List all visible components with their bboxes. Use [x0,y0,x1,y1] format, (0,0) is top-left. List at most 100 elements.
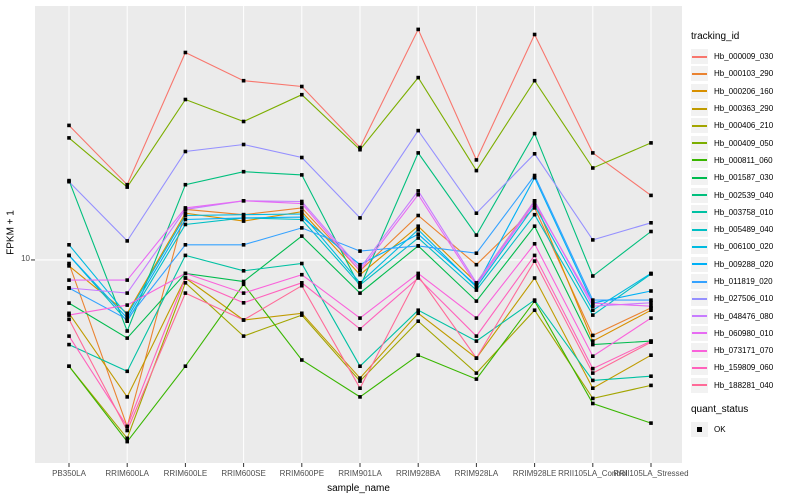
data-point-marker [649,229,653,234]
data-point-marker [241,199,246,203]
legend-key-line-icon [692,124,707,127]
legend-key [691,170,708,186]
data-point-marker [358,285,362,289]
legend-key [691,222,708,238]
data-point-marker [241,169,246,174]
legend-key [691,152,708,168]
data-point-marker [125,319,129,323]
data-point-marker [241,279,246,284]
data-point-marker [67,301,71,305]
legend-key-line-icon [692,245,707,248]
legend-entry-label: Hb_001587_030 [714,173,774,183]
legend-key [691,377,708,393]
data-point-marker [416,213,420,218]
legend-entry-label: Hb_060980_010 [714,328,774,338]
data-point-marker [416,236,420,240]
data-point-marker [241,119,246,124]
legend-key-line-icon [692,297,707,300]
data-point-marker [358,272,362,277]
legend-entry: Hb_073171_070 [691,342,773,359]
legend-key-line-icon [692,142,707,145]
data-point-marker [358,395,362,399]
data-point-marker [532,308,537,312]
data-point-marker [300,358,304,362]
data-point-marker [416,27,420,32]
data-point-marker [67,342,71,347]
data-point-marker [67,179,71,184]
x-tick-label: RRIM928LE [513,469,557,478]
data-point-marker [474,158,479,162]
legend-key [691,274,708,289]
legend-entry-label: Hb_000811_060 [714,155,773,165]
data-point-marker [649,421,653,425]
data-point-marker [300,212,304,216]
legend-entry: Hb_005489_040 [691,221,773,238]
data-point-marker [300,226,304,230]
legend-key-line-icon [692,315,707,318]
data-point-marker [300,201,304,206]
data-point-marker [183,271,188,276]
legend-key-line-icon [692,159,707,162]
legend-key-line-icon [692,280,707,283]
legend-key-line-icon [692,176,707,179]
data-point-marker [474,262,479,267]
data-point-marker [474,251,479,255]
x-tick-label: RRII105LA_Stressed [613,469,688,478]
legend-entry-label: Hb_188281_040 [714,380,774,390]
data-point-marker [300,215,304,219]
data-point-marker [474,281,479,285]
data-point-marker [358,281,362,285]
legend-entry: Hb_060980_010 [691,325,773,342]
data-point-marker [183,217,188,222]
legend-key-line-icon [692,107,707,110]
data-point-marker [474,168,479,173]
legend-entry-label: Hb_002539_040 [714,190,774,200]
data-point-marker [416,151,420,155]
data-point-marker [649,353,653,357]
data-point-marker [416,227,420,232]
data-point-marker [474,356,479,360]
data-point-marker [125,185,129,189]
x-tick-label: RRIM600PE [280,469,324,478]
data-point-marker [532,78,537,83]
data-point-marker [649,316,653,320]
data-point-marker [358,216,362,220]
data-point-marker [125,436,129,441]
legend-key [691,239,708,255]
data-point-marker [474,377,479,381]
legend-entry-label: Hb_000206_160 [714,86,774,96]
data-point-marker [591,339,595,343]
legend-key [691,325,708,341]
data-point-marker [67,253,71,258]
data-point-marker [67,286,71,290]
data-point-marker [183,253,188,258]
data-point-marker [67,243,71,247]
data-point-marker [241,282,246,287]
data-point-marker [300,283,304,288]
legend-key [691,135,708,151]
data-point-marker [300,234,304,238]
legend-key-ok [691,422,708,438]
data-point-marker [474,233,479,237]
data-point-marker [591,386,595,390]
data-point-marker [67,313,71,317]
data-point-marker [241,142,246,147]
data-point-marker [358,262,362,267]
data-point-marker [591,308,595,312]
data-point-marker [532,259,537,263]
data-point-marker [183,211,188,215]
legend-key-line-icon [692,366,707,369]
data-point-marker [649,308,653,312]
legend-key [691,343,708,359]
x-tick-label: RRIM600LE [164,469,208,478]
data-point-marker [649,374,653,378]
data-point-marker [649,383,653,388]
legend-entry: Hb_048476_080 [691,307,773,324]
data-point-marker [183,206,188,210]
legend-entry: Hb_159809_060 [691,359,773,376]
data-point-marker [300,272,304,277]
legend-entry: Hb_000009_030 [691,48,773,65]
data-point-marker [300,209,304,214]
data-point-marker [300,261,304,266]
data-point-marker [532,152,537,156]
